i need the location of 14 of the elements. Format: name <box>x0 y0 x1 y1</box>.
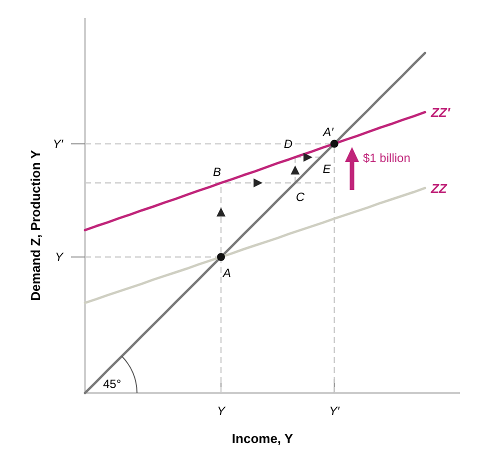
annotation: 45° <box>103 377 122 391</box>
x-axis-title: Income, Y <box>232 431 294 446</box>
annotation: C <box>296 190 305 204</box>
annotation: A <box>222 266 231 280</box>
annotation: B <box>212 164 221 179</box>
y-axis-title: Demand Z, Production Y <box>28 150 43 301</box>
annotation: A′ <box>322 124 334 139</box>
series-label: ZZ <box>430 180 448 196</box>
annotation: E <box>322 162 332 176</box>
annotation: $1 billion <box>363 151 410 165</box>
series-label: ZZ′ <box>430 105 451 120</box>
text: Y′ <box>52 136 64 151</box>
annotation: D <box>284 137 293 152</box>
text: Y <box>54 250 64 264</box>
